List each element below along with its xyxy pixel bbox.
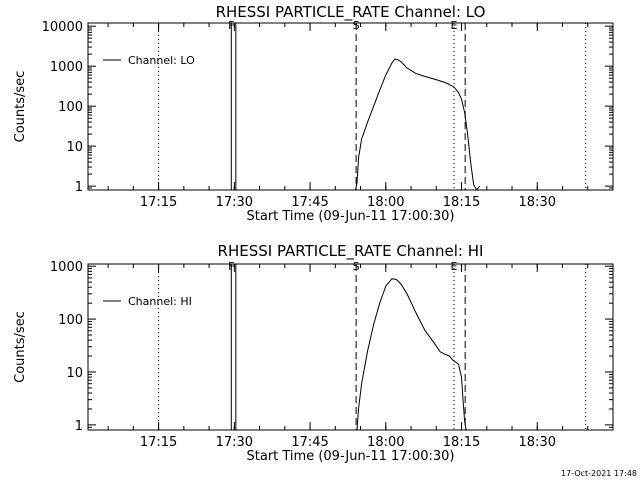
y-tick-label: 100	[58, 313, 83, 328]
marker-label: F	[228, 260, 234, 273]
y-tick-label: 1000	[50, 260, 83, 275]
y-tick-label: 1000	[50, 60, 83, 75]
series-line	[356, 278, 467, 430]
panel-lo: RHESSI PARTICLE_RATE Channel: LO 17:15 17:…	[13, 3, 614, 224]
y-tick-label: 10	[66, 366, 83, 381]
plot-frame	[87, 22, 614, 191]
y-tick-label: 1	[75, 419, 83, 434]
marker-label: F	[228, 19, 234, 32]
x-tick-label: 17:15	[140, 435, 177, 450]
y-tick-label: 100	[58, 100, 83, 115]
x-tick-label: 18:15	[443, 435, 480, 450]
x-tick-label: 17:45	[291, 435, 328, 450]
x-tick-label: 18:30	[519, 195, 556, 210]
marker-label: S	[353, 19, 360, 32]
x-tick-label: 18:00	[367, 195, 404, 210]
y-tick-label: 1	[75, 180, 83, 195]
y-tick-label: 10000	[42, 20, 83, 35]
legend-entry: Channel: HI	[128, 295, 192, 308]
plot-frame	[87, 263, 614, 431]
panel-hi: RHESSI PARTICLE_RATE Channel: HI 17:15 17:…	[13, 242, 614, 464]
y-axis-label: Counts/sec	[13, 71, 28, 143]
series-line	[355, 58, 481, 190]
x-tick-label: 17:30	[216, 195, 253, 210]
chart-title: RHESSI PARTICLE_RATE Channel: LO	[216, 3, 486, 22]
x-axis-label: Start Time (09-Jun-11 17:00:30)	[247, 209, 455, 224]
x-tick-label: 17:45	[291, 195, 328, 210]
marker-label: E	[450, 19, 457, 32]
marker-label: S	[353, 260, 360, 273]
timestamp: 17-Oct-2021 17:48	[561, 469, 637, 478]
chart-title: RHESSI PARTICLE_RATE Channel: HI	[218, 242, 484, 261]
x-axis-label: Start Time (09-Jun-11 17:00:30)	[247, 449, 455, 464]
x-tick-label: 18:15	[443, 195, 480, 210]
marker-label: E	[450, 260, 457, 273]
x-tick-label: 18:00	[367, 435, 404, 450]
y-axis-label: Counts/sec	[13, 311, 28, 383]
x-tick-label: 18:30	[519, 435, 556, 450]
x-tick-label: 17:30	[216, 435, 253, 450]
x-tick-label: 17:15	[140, 195, 177, 210]
legend-entry: Channel: LO	[128, 54, 195, 67]
y-tick-label: 10	[66, 140, 83, 155]
